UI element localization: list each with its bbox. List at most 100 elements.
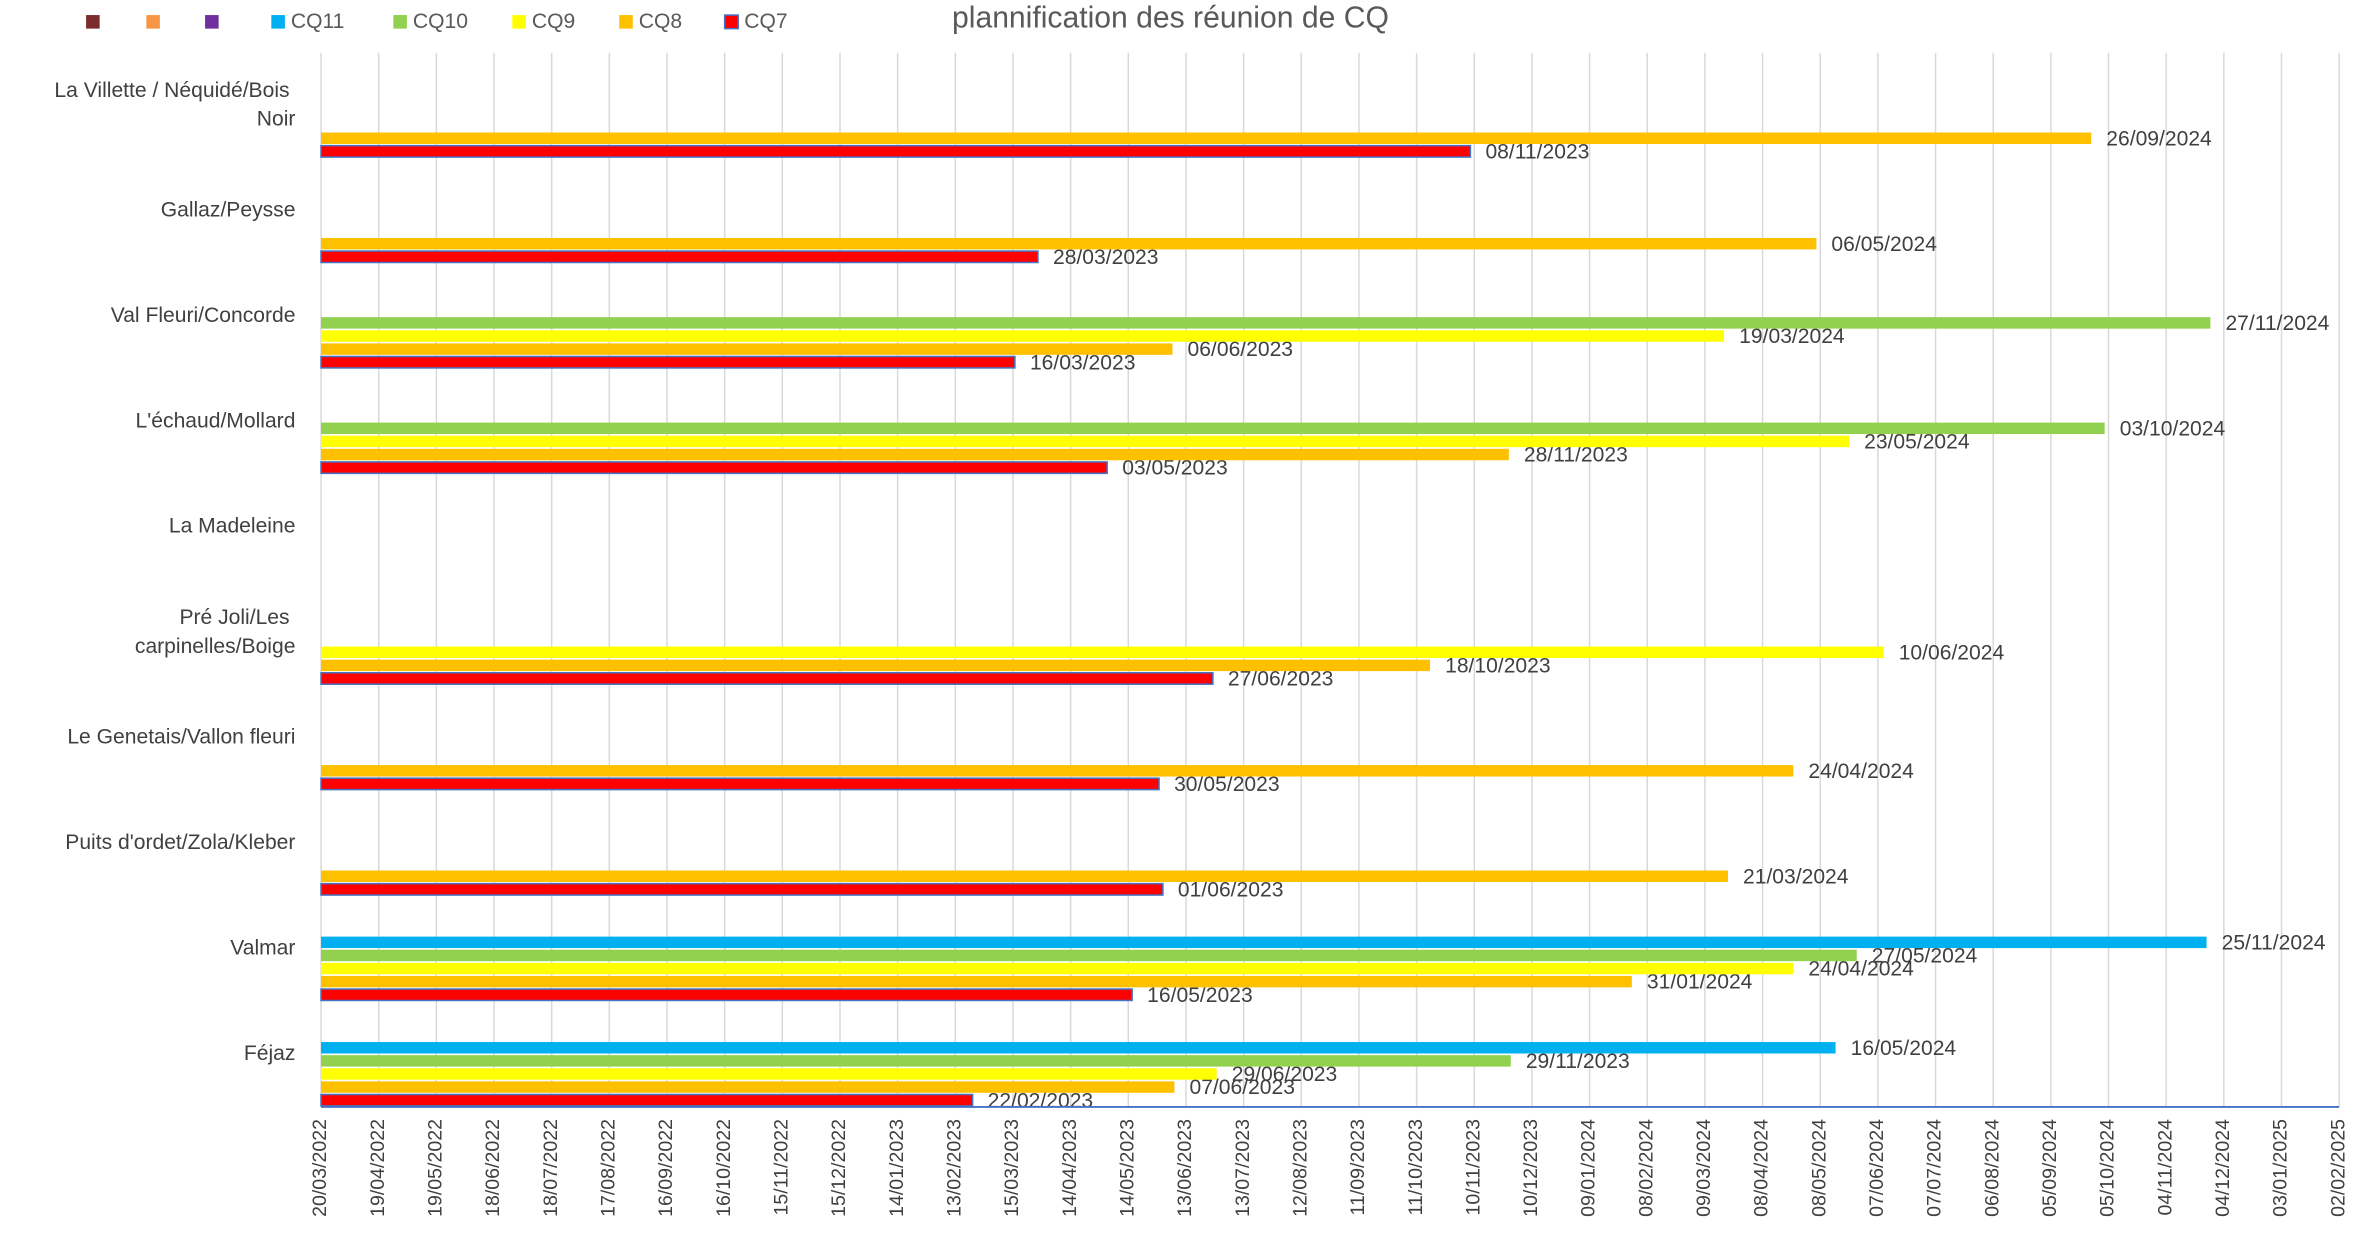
x-tick-label: 15/11/2022 bbox=[770, 1119, 792, 1215]
bar bbox=[321, 448, 1509, 461]
y-tick-label: L'échaud/Mollard bbox=[136, 409, 296, 432]
data-label: 24/04/2024 bbox=[1808, 958, 1914, 981]
x-tick-label: 04/11/2024 bbox=[2154, 1119, 2176, 1216]
legend-swatch bbox=[619, 15, 633, 29]
data-label: 29/11/2023 bbox=[1526, 1050, 1630, 1073]
y-tick-label: Puits d'ordet/Zola/Kleber bbox=[65, 831, 295, 854]
data-label: 31/01/2024 bbox=[1647, 971, 1753, 994]
x-tick-label: 14/01/2023 bbox=[886, 1119, 908, 1217]
x-tick-label: 16/10/2022 bbox=[713, 1119, 735, 1217]
x-tick-label: 13/07/2023 bbox=[1232, 1119, 1254, 1217]
data-label: 25/11/2024 bbox=[2222, 931, 2326, 954]
x-tick-label: 09/03/2024 bbox=[1693, 1119, 1715, 1217]
bar bbox=[321, 962, 1794, 975]
data-label: 10/06/2024 bbox=[1899, 641, 2005, 664]
bar bbox=[320, 988, 1133, 1002]
data-label: 27/11/2024 bbox=[2225, 312, 2329, 335]
legend-swatch bbox=[393, 15, 407, 29]
legend-swatch bbox=[723, 14, 739, 30]
data-label: 26/09/2024 bbox=[2106, 127, 2212, 150]
data-label: 16/05/2023 bbox=[1147, 984, 1252, 1007]
data-label: 30/05/2023 bbox=[1174, 773, 1280, 796]
x-tick-label: 07/06/2024 bbox=[1866, 1119, 1888, 1217]
legend-label: CQ11 bbox=[291, 10, 345, 33]
legend-swatch bbox=[205, 15, 219, 29]
data-label: 27/05/2024 bbox=[1872, 945, 1978, 968]
bar bbox=[321, 237, 1817, 250]
bar bbox=[321, 765, 1794, 777]
x-tick-label: 19/05/2022 bbox=[425, 1119, 447, 1217]
bar bbox=[320, 1093, 974, 1107]
legend-label: CQ7 bbox=[744, 10, 787, 33]
chart-title: plannification des réunion de CQ bbox=[952, 2, 1389, 35]
x-tick-label: 13/06/2023 bbox=[1174, 1119, 1196, 1217]
x-tick-label: 09/01/2024 bbox=[1578, 1119, 1600, 1217]
bar bbox=[321, 975, 1632, 988]
data-label: 01/06/2023 bbox=[1178, 878, 1284, 901]
x-tick-label: 08/04/2024 bbox=[1751, 1119, 1773, 1217]
data-label: 03/05/2023 bbox=[1122, 457, 1228, 480]
bar bbox=[321, 343, 1173, 355]
legend-label: CQ8 bbox=[639, 10, 682, 33]
x-tick-label: 08/02/2024 bbox=[1635, 1119, 1657, 1217]
y-tick-label: Le Genetais/Vallon fleuri bbox=[67, 726, 295, 749]
x-tick-label: 08/05/2024 bbox=[1808, 1119, 1830, 1217]
x-tick-label: 16/09/2022 bbox=[655, 1119, 677, 1217]
legend-label: CQ10 bbox=[413, 10, 468, 33]
y-tick-label: Féjaz bbox=[244, 1042, 296, 1065]
x-tick-label: 17/08/2022 bbox=[598, 1119, 620, 1217]
legend-swatch bbox=[146, 15, 160, 29]
bar bbox=[320, 461, 1108, 475]
data-label: 16/03/2023 bbox=[1030, 351, 1136, 374]
legend-swatch bbox=[512, 15, 526, 29]
x-tick-label: 20/03/2022 bbox=[309, 1119, 331, 1217]
data-label: 28/11/2023 bbox=[1524, 444, 1628, 467]
x-tick-label: 07/07/2024 bbox=[1924, 1119, 1946, 1217]
bar bbox=[320, 777, 1160, 791]
bar bbox=[321, 435, 1850, 448]
bar bbox=[321, 1081, 1175, 1093]
x-tick-label: 18/06/2022 bbox=[482, 1119, 504, 1217]
data-label: 06/05/2024 bbox=[1831, 233, 1937, 256]
y-tick-label: Valmar bbox=[230, 936, 295, 959]
bar bbox=[321, 1055, 1511, 1067]
legend-swatch bbox=[86, 15, 100, 29]
x-tick-label: 14/05/2023 bbox=[1116, 1119, 1138, 1217]
bar bbox=[321, 949, 1857, 962]
data-label: 23/05/2024 bbox=[1864, 430, 1970, 453]
data-label: 06/06/2023 bbox=[1188, 338, 1294, 361]
y-tick-label: Val Fleuri/Concorde bbox=[111, 304, 296, 327]
bar bbox=[321, 317, 2211, 329]
bar bbox=[321, 132, 2092, 144]
bar bbox=[320, 882, 1164, 896]
y-tick-label: Gallaz/Peysse bbox=[161, 198, 296, 221]
bar bbox=[321, 936, 2207, 949]
bar bbox=[321, 1068, 1217, 1080]
y-tick-label: Pré Joli/Les carpinelles/Boige bbox=[135, 606, 296, 658]
legend-label: CQ9 bbox=[532, 10, 575, 33]
bar bbox=[320, 144, 1472, 158]
x-tick-label: 04/12/2024 bbox=[2212, 1119, 2234, 1217]
x-tick-label: 15/12/2022 bbox=[828, 1119, 850, 1217]
x-tick-label: 11/10/2023 bbox=[1405, 1119, 1427, 1216]
bar bbox=[320, 672, 1214, 685]
data-label: 19/03/2024 bbox=[1739, 325, 1845, 348]
data-label: 28/03/2023 bbox=[1053, 246, 1159, 269]
data-label: 08/11/2023 bbox=[1485, 140, 1589, 163]
bar bbox=[321, 870, 1728, 882]
x-tick-label: 02/02/2025 bbox=[2327, 1119, 2349, 1217]
x-tick-label: 06/08/2024 bbox=[1981, 1119, 2003, 1217]
x-tick-label: 15/03/2023 bbox=[1001, 1119, 1023, 1217]
data-label: 29/06/2023 bbox=[1232, 1063, 1338, 1086]
bar bbox=[320, 355, 1016, 369]
bar bbox=[321, 646, 1884, 659]
x-tick-label: 19/04/2022 bbox=[367, 1119, 389, 1217]
x-tick-label: 11/09/2023 bbox=[1347, 1119, 1369, 1216]
bar bbox=[321, 659, 1431, 672]
data-label: 27/06/2023 bbox=[1228, 668, 1334, 691]
bar bbox=[320, 250, 1039, 264]
x-tick-label: 10/11/2023 bbox=[1462, 1119, 1484, 1216]
bar bbox=[321, 422, 2105, 435]
data-label: 16/05/2024 bbox=[1851, 1037, 1957, 1060]
